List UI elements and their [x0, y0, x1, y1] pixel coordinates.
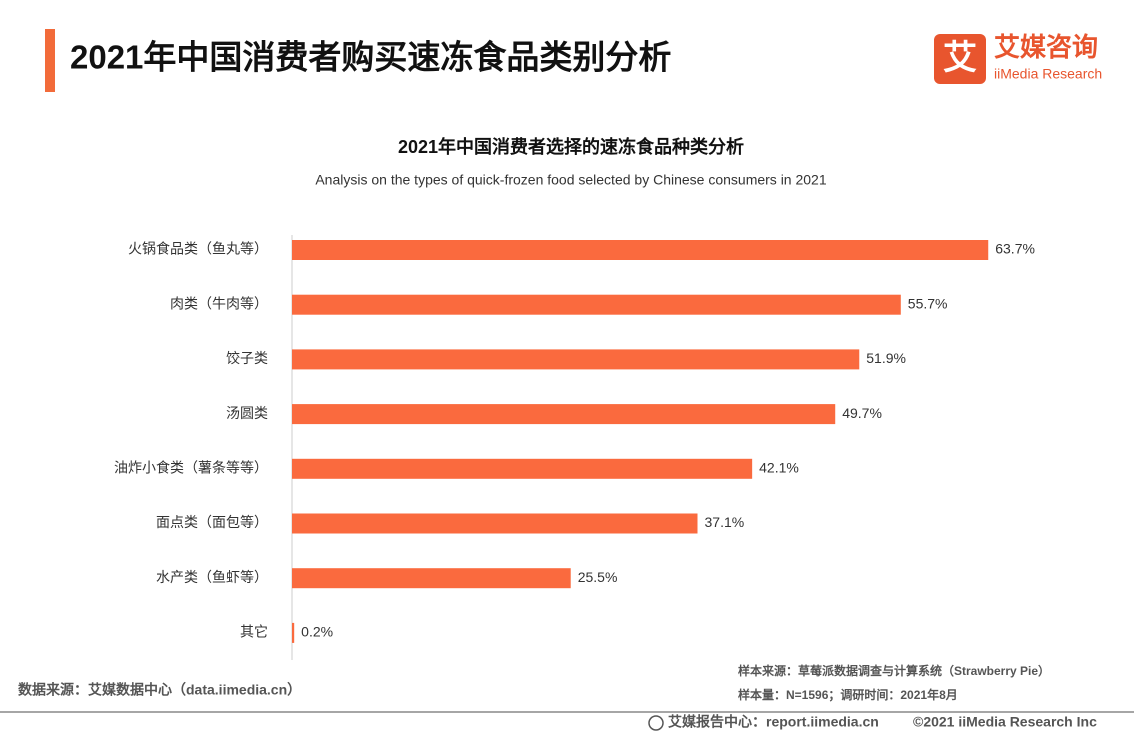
value-label: 42.1%	[759, 460, 799, 476]
value-label: 49.7%	[842, 405, 882, 421]
title-accent	[45, 29, 55, 92]
category-label: 肉类（牛肉等）	[170, 295, 268, 311]
bar	[292, 240, 989, 260]
data-source: 数据来源：艾媒数据中心（data.iimedia.cn）	[18, 682, 301, 698]
chart-subtitle: Analysis on the types of quick-frozen fo…	[315, 172, 827, 188]
value-label: 63.7%	[995, 241, 1035, 257]
logo-icon-text: 艾	[943, 39, 977, 77]
report-center: 艾媒报告中心：report.iimedia.cn	[668, 714, 879, 730]
category-label: 汤圆类	[226, 405, 268, 421]
category-label: 火锅食品类（鱼丸等）	[128, 241, 268, 257]
page-title: 2021年中国消费者购买速冻食品类别分析	[70, 39, 671, 76]
value-label: 0.2%	[301, 624, 333, 640]
value-label: 55.7%	[908, 295, 948, 311]
category-label: 饺子类	[226, 350, 268, 366]
bar	[292, 513, 698, 534]
bar	[292, 404, 836, 425]
copyright: ©2021 iiMedia Research Inc	[913, 714, 1097, 730]
bar	[292, 568, 571, 589]
bar	[292, 458, 753, 479]
logo-subname: iiMedia Research	[994, 66, 1102, 82]
bar	[292, 294, 901, 315]
globe-icon	[648, 715, 664, 731]
bar	[292, 349, 860, 370]
logo-icon	[934, 34, 986, 84]
category-label: 油炸小食类（薯条等等）	[114, 460, 268, 476]
category-label: 水产类（鱼虾等）	[156, 569, 268, 585]
bar	[292, 622, 295, 643]
bars: 火锅食品类（鱼丸等） 63.7% 肉类（牛肉等） 55.7% 饺子类 51.9% 汤圆类 49…	[114, 240, 1035, 643]
sample-size: 样本量：N=1596；调研时间：2021年8月	[738, 687, 958, 702]
sample-source: 样本来源：草莓派数据调查与计算系统（Strawberry Pie）	[738, 663, 1050, 678]
value-label: 37.1%	[705, 514, 745, 530]
category-label: 其它	[240, 624, 268, 640]
category-label: 面点类（面包等）	[156, 514, 268, 530]
logo-name: 艾媒咨询	[994, 32, 1098, 62]
value-label: 25.5%	[578, 569, 618, 585]
value-label: 51.9%	[866, 350, 906, 366]
chart-title: 2021年中国消费者选择的速冻食品种类分析	[398, 136, 744, 157]
